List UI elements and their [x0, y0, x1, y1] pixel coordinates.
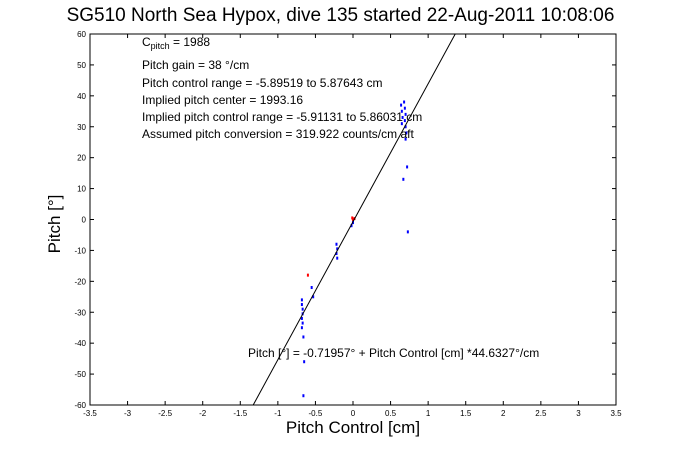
- data-point: [335, 242, 338, 246]
- data-point: [335, 252, 338, 256]
- x-tick-label: -1.5: [233, 409, 247, 418]
- data-point: [404, 125, 407, 129]
- x-axis-label: Pitch Control [cm]: [285, 418, 421, 437]
- x-tick-label: -3: [124, 409, 132, 418]
- annotation-fit-equation: Pitch [°] = -0.71957° + Pitch Control [c…: [248, 346, 539, 360]
- y-tick-label: -10: [74, 246, 86, 255]
- data-point: [403, 106, 406, 110]
- y-tick-label: 60: [77, 30, 86, 39]
- data-point: [312, 295, 315, 299]
- data-point: [403, 100, 406, 104]
- annotation-conversion: Assumed pitch conversion = 319.922 count…: [142, 127, 414, 141]
- x-tick-label: 0.5: [385, 409, 397, 418]
- y-tick-label: 50: [77, 61, 86, 70]
- x-tick-label: -2.5: [158, 409, 172, 418]
- data-point: [302, 335, 305, 339]
- x-tick-label: 2: [501, 409, 506, 418]
- data-point: [300, 298, 303, 302]
- data-point: [300, 326, 303, 330]
- data-point: [403, 119, 406, 123]
- annotation-control-range: Pitch control range = -5.89519 to 5.8764…: [142, 76, 383, 90]
- x-tick-label: 0: [351, 409, 356, 418]
- data-point: [401, 115, 404, 119]
- y-tick-label: -40: [74, 339, 86, 348]
- y-tick-label: -30: [74, 308, 86, 317]
- annotation-implied-range: Implied pitch control range = -5.91131 t…: [142, 110, 422, 124]
- y-tick-label: 30: [77, 123, 86, 132]
- x-tick-label: -0.5: [309, 409, 323, 418]
- y-tick-label: 10: [77, 185, 86, 194]
- data-point: [400, 109, 403, 113]
- y-tick-label: 20: [77, 154, 86, 163]
- data-point: [405, 131, 408, 135]
- x-tick-label: 3.5: [610, 409, 622, 418]
- x-tick-label: 1.5: [460, 409, 472, 418]
- data-points: [300, 100, 409, 398]
- annotation-c-pitch: Cpitch = 1988: [142, 35, 210, 51]
- y-tick-label: 40: [77, 92, 86, 101]
- data-point: [404, 112, 407, 116]
- x-tick-label: 3: [576, 409, 581, 418]
- data-point: [352, 218, 354, 221]
- data-point: [350, 224, 353, 228]
- data-point: [336, 256, 339, 260]
- x-tick-label: 2.5: [535, 409, 547, 418]
- data-point: [303, 360, 306, 364]
- data-point: [404, 137, 407, 141]
- data-point: [400, 122, 403, 126]
- tick-group: -3.5 -3 -2.5 -2 -1.5 -1 -0.5 0 0.5 1 1.5 2 2.5 3 3.5 60…: [74, 30, 622, 418]
- data-point: [306, 273, 309, 277]
- data-point: [406, 230, 409, 234]
- y-tick-label: -50: [74, 370, 86, 379]
- data-point: [300, 316, 303, 320]
- fit-line: [252, 33, 456, 406]
- data-point: [400, 103, 403, 107]
- x-tick-label: -2: [199, 409, 207, 418]
- data-point: [301, 321, 304, 325]
- chart-title: SG510 North Sea Hypox, dive 135 started …: [66, 5, 615, 26]
- annotation-pitch-gain: Pitch gain = 38 °/cm: [142, 58, 249, 72]
- data-point: [301, 307, 304, 311]
- data-point: [406, 165, 409, 169]
- x-tick-label: -1: [274, 409, 282, 418]
- data-point: [300, 303, 303, 307]
- data-point: [402, 177, 405, 181]
- y-tick-label: -60: [74, 401, 86, 410]
- data-point: [302, 394, 305, 398]
- y-tick-label: 0: [82, 216, 87, 225]
- y-axis-label: Pitch [°]: [45, 194, 64, 254]
- data-point: [351, 216, 354, 220]
- data-point: [310, 286, 313, 290]
- x-tick-label: 1: [426, 409, 431, 418]
- y-tick-label: -20: [74, 277, 86, 286]
- x-tick-label: -3.5: [83, 409, 97, 418]
- data-point: [336, 247, 339, 251]
- annotation-implied-center: Implied pitch center = 1993.16: [142, 93, 303, 107]
